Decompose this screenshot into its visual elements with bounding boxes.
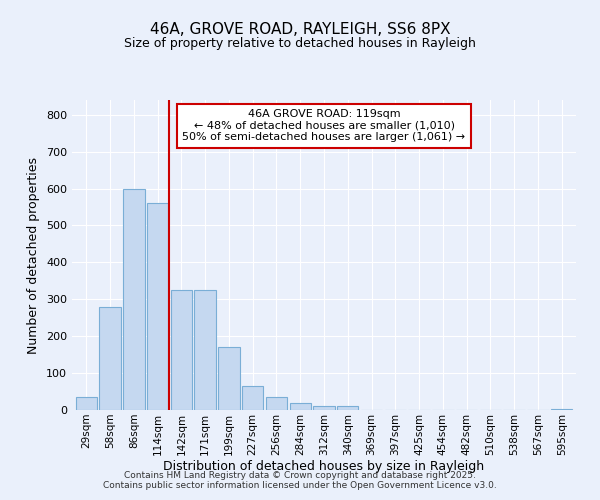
Y-axis label: Number of detached properties: Number of detached properties [28,156,40,354]
Bar [218,348,239,410]
Bar [100,306,121,410]
Bar [194,290,216,410]
Text: 46A GROVE ROAD: 119sqm
← 48% of detached houses are smaller (1,010)
50% of semi-: 46A GROVE ROAD: 119sqm ← 48% of detached… [182,110,466,142]
Text: Size of property relative to detached houses in Rayleigh: Size of property relative to detached ho… [124,38,476,51]
Bar [147,204,168,410]
Text: Contains HM Land Registry data © Crown copyright and database right 2025.
Contai: Contains HM Land Registry data © Crown c… [103,470,497,490]
Bar [313,406,335,410]
Bar [170,290,192,410]
Bar [242,386,263,410]
Text: 46A, GROVE ROAD, RAYLEIGH, SS6 8PX: 46A, GROVE ROAD, RAYLEIGH, SS6 8PX [149,22,451,38]
Bar [123,188,145,410]
Bar [551,409,572,410]
Bar [266,397,287,410]
Bar [76,397,97,410]
X-axis label: Distribution of detached houses by size in Rayleigh: Distribution of detached houses by size … [163,460,485,473]
Bar [337,406,358,410]
Bar [290,402,311,410]
